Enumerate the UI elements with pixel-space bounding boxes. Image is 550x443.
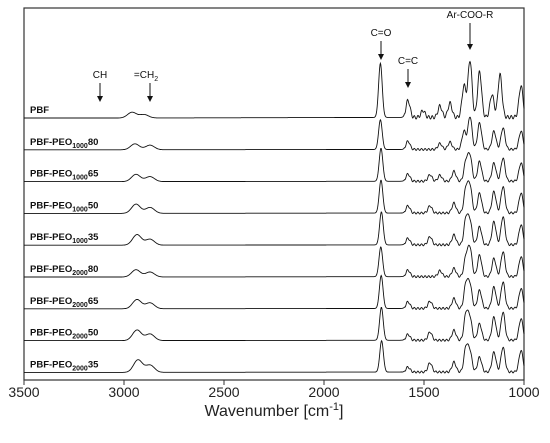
spectrum-pbf-peo100080	[24, 116, 525, 151]
x-tick-label-2000: 2000	[308, 384, 339, 400]
x-tick-label-1500: 1500	[408, 384, 439, 400]
annotation-arrow-head	[467, 44, 473, 50]
x-tick-label-3500: 3500	[8, 384, 39, 400]
spectrum-pbf-peo200050	[24, 307, 525, 342]
spectrum-pbf-peo200080	[24, 244, 525, 279]
series-label-pbf-peo200050: PBF-PEO200050	[30, 328, 98, 341]
spectrum-pbf-peo200035	[24, 339, 525, 374]
spectrum-pbf-peo200065	[24, 274, 525, 310]
spectrum-pbf-peo100065	[24, 148, 525, 183]
annotation-ch2: =CH2	[134, 70, 158, 83]
annotation-arrow-head	[378, 54, 384, 60]
series-label-pbf: PBF	[30, 105, 49, 116]
series-label-pbf-peo100080: PBF-PEO100080	[30, 137, 98, 150]
annotation-arrow-head	[97, 96, 103, 102]
x-tick-label-1000: 1000	[508, 384, 539, 400]
annotation-ar-coo-r: Ar-COO-R	[447, 10, 494, 21]
series-labels-group: PBF PBF-PEO100080 PBF-PEO100065 PBF-PEO1000…	[30, 105, 99, 372]
annotation-c-c: C=C	[398, 56, 418, 67]
series-label-pbf-peo100065: PBF-PEO100065	[30, 169, 99, 182]
x-tick-label-3000: 3000	[108, 384, 139, 400]
spectrum-pbf-peo100050	[24, 179, 525, 215]
annotation-arrow-head	[147, 96, 153, 102]
spectra-group	[24, 60, 525, 374]
series-label-pbf-peo200080: PBF-PEO200080	[30, 264, 98, 277]
plot-frame	[23, 7, 525, 381]
spectrum-pbf-peo100035	[24, 211, 525, 247]
series-label-pbf-peo200035: PBF-PEO200035	[30, 359, 99, 372]
x-axis: 3500 3000 2500 2000 1500 1000	[8, 380, 540, 400]
annotations-group: CH =CH2 C=O C=C Ar-COO-R	[93, 10, 494, 102]
spectrum-pbf	[24, 60, 525, 120]
series-label-pbf-peo200065: PBF-PEO200065	[30, 296, 99, 309]
annotation-arrow-head	[405, 82, 411, 88]
annotation-c-o: C=O	[371, 28, 392, 39]
annotation-ch: CH	[93, 70, 107, 81]
series-label-pbf-peo100050: PBF-PEO100050	[30, 200, 98, 213]
x-tick-label-2500: 2500	[208, 384, 239, 400]
x-axis-title: Wavenumber [cm-1]	[204, 401, 343, 420]
series-label-pbf-peo100035: PBF-PEO100035	[30, 232, 99, 245]
